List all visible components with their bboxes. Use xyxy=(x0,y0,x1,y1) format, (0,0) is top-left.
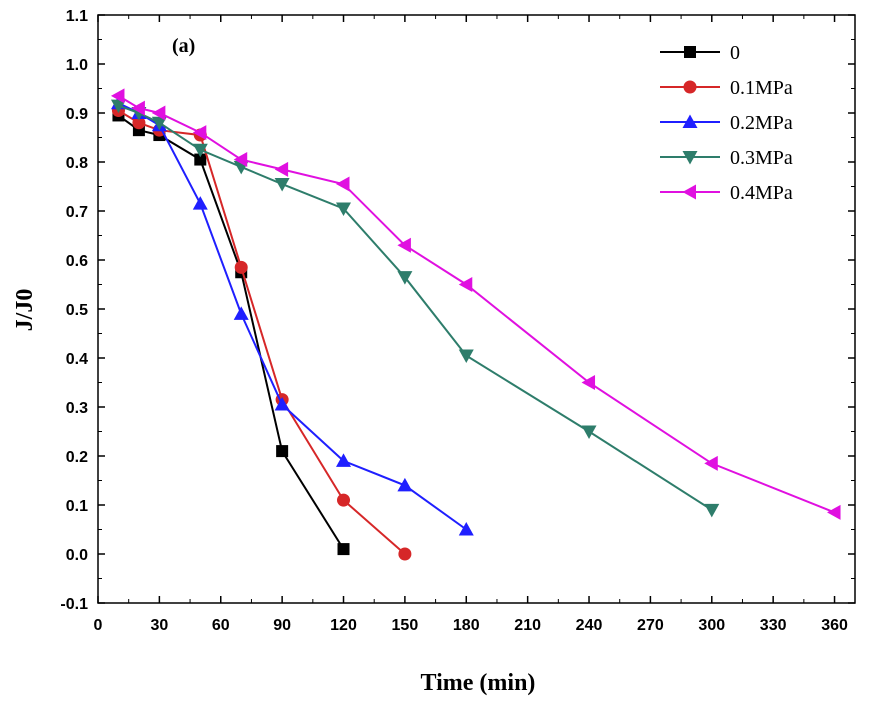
legend-marker xyxy=(684,46,696,58)
y-tick-label: -0.1 xyxy=(60,596,88,613)
y-axis-title: J/J0 xyxy=(12,289,38,332)
x-tick-label: 270 xyxy=(637,617,664,634)
x-tick-label: 90 xyxy=(273,617,291,634)
legend-marker xyxy=(682,114,698,128)
data-point xyxy=(132,116,146,130)
x-tick-label: 210 xyxy=(514,617,541,634)
y-tick-label: 0.8 xyxy=(66,155,88,172)
x-tick-label: 120 xyxy=(330,617,357,634)
data-point xyxy=(397,271,413,285)
data-point xyxy=(336,202,352,217)
y-tick-label: 0.4 xyxy=(66,351,88,368)
legend-marker xyxy=(682,151,698,165)
series-3 xyxy=(110,99,720,518)
data-point xyxy=(276,445,289,458)
series-4 xyxy=(110,88,841,520)
data-point xyxy=(398,547,412,561)
legend: 0 0.1MPa 0.2MPa 0.3MPa 0.4MPa xyxy=(660,42,793,204)
y-tick-label: 0.6 xyxy=(66,253,88,270)
legend-item: 0.3MPa xyxy=(660,147,793,169)
data-point xyxy=(581,375,596,390)
data-point xyxy=(827,504,841,520)
data-point xyxy=(151,105,166,121)
data-point xyxy=(704,455,718,471)
series-layer xyxy=(110,88,841,561)
data-point xyxy=(234,260,248,274)
y-tick-label: 0.9 xyxy=(66,106,88,123)
data-point xyxy=(458,522,474,536)
y-tick-label: 1.1 xyxy=(66,8,88,25)
data-point xyxy=(704,503,720,518)
data-point xyxy=(397,477,413,492)
legend-label: 0.3MPa xyxy=(730,147,793,169)
data-point xyxy=(110,99,126,114)
data-point xyxy=(192,143,208,158)
data-point xyxy=(194,153,207,166)
y-tick-label: 0.2 xyxy=(66,449,88,466)
x-tick-label: 360 xyxy=(821,617,848,634)
x-tick-label: 150 xyxy=(392,617,419,634)
legend-label: 0.2MPa xyxy=(730,112,793,134)
legend-label: 0.4MPa xyxy=(730,182,793,204)
x-tick-label: 240 xyxy=(576,617,603,634)
y-tick-label: 1.0 xyxy=(66,57,88,74)
x-tick-label: 180 xyxy=(453,617,480,634)
x-axis-title: Time (min) xyxy=(421,670,536,696)
data-point xyxy=(336,453,352,467)
legend-item: 0.4MPa xyxy=(660,182,793,204)
data-point xyxy=(337,543,350,556)
data-point xyxy=(581,425,597,439)
data-point xyxy=(192,196,208,210)
data-point xyxy=(458,349,474,364)
x-tick-label: 330 xyxy=(760,617,787,634)
legend-item: 0 xyxy=(660,42,740,64)
data-point xyxy=(337,493,351,507)
data-point xyxy=(110,88,125,104)
y-tick-label: 0.5 xyxy=(66,302,88,319)
legend-marker xyxy=(682,184,696,200)
data-point xyxy=(336,176,350,192)
y-tick-label: 0.3 xyxy=(66,400,88,417)
data-point xyxy=(233,152,248,168)
panel-label: (a) xyxy=(172,35,195,57)
data-point xyxy=(233,306,249,320)
x-tick-label: 300 xyxy=(698,617,725,634)
x-tick-label: 30 xyxy=(150,617,168,634)
y-tick-label: 0.0 xyxy=(66,547,88,564)
x-tick-label: 60 xyxy=(212,617,230,634)
data-point xyxy=(192,125,207,141)
y-tick-label: 0.7 xyxy=(66,204,88,221)
data-point xyxy=(132,124,145,137)
data-point xyxy=(131,100,145,116)
data-point xyxy=(274,178,290,192)
data-point xyxy=(151,116,167,131)
data-point xyxy=(458,277,473,292)
axes: 0 30 60 90 120 150 180 210 240 270 300 330 360 -0.1 0.… xyxy=(60,8,856,634)
legend-marker xyxy=(683,80,697,94)
x-tick-label: 0 xyxy=(94,617,103,634)
legend-item: 0.1MPa xyxy=(660,77,793,99)
data-point xyxy=(274,397,290,411)
data-point xyxy=(397,237,411,253)
legend-label: 0.1MPa xyxy=(730,77,793,99)
legend-item: 0.2MPa xyxy=(660,112,793,134)
data-point xyxy=(274,161,289,177)
y-tick-label: 0.1 xyxy=(66,498,88,515)
legend-label: 0 xyxy=(730,42,740,64)
